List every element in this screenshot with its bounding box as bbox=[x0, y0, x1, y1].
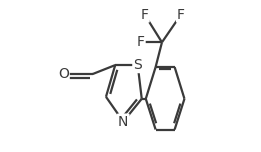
Text: F: F bbox=[137, 35, 145, 49]
Text: O: O bbox=[58, 67, 69, 81]
Text: N: N bbox=[118, 115, 128, 129]
Text: F: F bbox=[141, 8, 149, 22]
Text: F: F bbox=[177, 8, 185, 22]
Text: S: S bbox=[133, 58, 142, 72]
